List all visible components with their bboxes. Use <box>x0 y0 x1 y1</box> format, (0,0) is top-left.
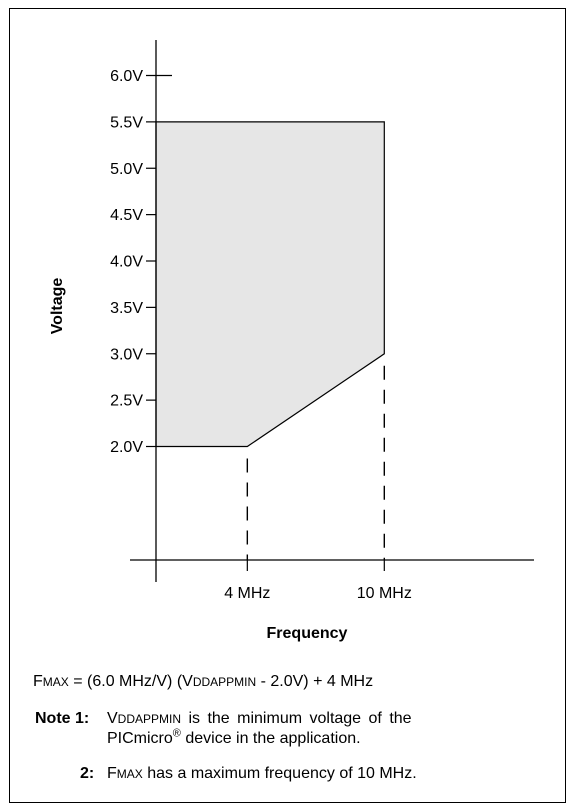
note-2-text: has a maximum frequency of 10 MHz. <box>142 765 417 782</box>
x-tick-label-10 MHz: 10 MHz <box>357 585 412 602</box>
note-2-line: FMAX has a maximum frequency of 10 MHz. <box>107 764 417 784</box>
x-axis-title: Frequency <box>267 625 348 642</box>
formula-text-2: - 2.0V) + 4 MHz <box>256 673 374 690</box>
fmax-formula: FMAX = (6.0 MHz/V) (VDDAPPMIN - 2.0V) + … <box>33 672 373 692</box>
note-2-label: 2: <box>80 765 95 782</box>
note-2-max: MAX <box>116 767 143 781</box>
note-1-text-2: device in the application. <box>180 730 361 747</box>
y-tick-label-3.5V: 3.5V <box>110 300 143 317</box>
y-tick-label-5.5V: 5.5V <box>110 114 143 131</box>
registered-mark: ® <box>172 727 181 740</box>
y-tick-label-5.0V: 5.0V <box>110 161 143 178</box>
y-axis-title: Voltage <box>49 278 66 335</box>
formula-text-1: = (6.0 MHz/V) (V <box>68 673 193 690</box>
formula-max: MAX <box>42 675 69 689</box>
note-1-line-1: VDDAPPMIN is the minimum voltage of the <box>107 709 412 729</box>
note-2-f: F <box>107 765 117 782</box>
figure-frame <box>9 8 566 803</box>
y-tick-label-4.5V: 4.5V <box>110 207 143 224</box>
x-tick-label-4 MHz: 4 MHz <box>224 585 270 602</box>
y-tick-label-4.0V: 4.0V <box>110 254 143 271</box>
y-tick-label-2.0V: 2.0V <box>110 439 143 456</box>
note-1-text: is the minimum voltage of the <box>181 710 412 727</box>
formula-f: F <box>33 673 43 690</box>
note-1-vdd-sub: DDAPPMIN <box>117 712 182 726</box>
note-1-label: Note 1: <box>35 710 90 727</box>
note-1-line-2: PICmicro® device in the application. <box>107 727 361 749</box>
y-tick-label-2.5V: 2.5V <box>110 393 143 410</box>
note-1-v: V <box>107 710 118 727</box>
formula-vdd-sub: DDAPPMIN <box>192 675 257 689</box>
note-1-picmicro: PICmicro <box>107 730 173 747</box>
y-tick-label-3.0V: 3.0V <box>110 346 143 363</box>
y-tick-label-6.0V: 6.0V <box>110 68 143 85</box>
operating-region <box>155 121 385 448</box>
